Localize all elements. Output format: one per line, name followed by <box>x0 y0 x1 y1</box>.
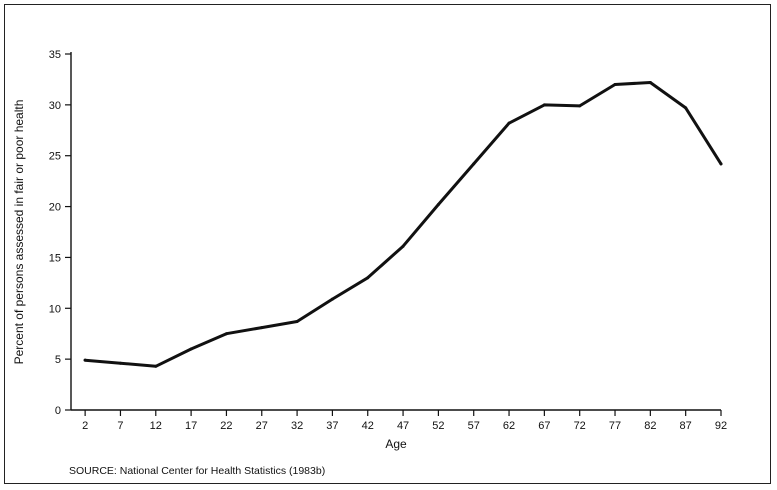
x-tick-label: 7 <box>117 420 123 432</box>
data-point <box>613 83 617 87</box>
data-point <box>507 121 511 125</box>
x-tick-label: 82 <box>644 420 656 432</box>
data-point <box>189 347 193 351</box>
x-tick-label: 67 <box>538 420 550 432</box>
source-note: SOURCE: National Center for Health Stati… <box>69 465 326 477</box>
tick-marks <box>65 53 722 416</box>
x-tick-label: 27 <box>256 420 268 432</box>
series-line <box>83 81 723 368</box>
chart-frame: 0 5 10 15 20 25 30 35 2 7 12 17 22 27 32 37 42 47 52 57 62 67… <box>4 4 771 484</box>
data-point <box>648 80 652 84</box>
y-tick-label: 15 <box>49 252 61 264</box>
y-tick-label: 30 <box>49 100 61 112</box>
x-axis-title: Age <box>385 437 407 451</box>
data-point <box>578 104 582 108</box>
y-tick-label: 25 <box>49 151 61 163</box>
x-tick-label: 62 <box>503 420 515 432</box>
x-tick-label: 87 <box>680 420 692 432</box>
x-tick-label: 22 <box>220 420 232 432</box>
data-point <box>719 162 723 166</box>
data-point <box>542 103 546 107</box>
x-tick-label: 12 <box>150 420 162 432</box>
data-points <box>83 80 723 368</box>
y-tick-label: 20 <box>49 202 61 214</box>
x-tick-label: 52 <box>432 420 444 432</box>
x-tick-label: 17 <box>185 420 197 432</box>
data-point <box>260 326 264 330</box>
x-tick-label: 32 <box>291 420 303 432</box>
data-point <box>366 276 370 280</box>
y-tick-label: 10 <box>49 303 61 315</box>
data-point <box>295 320 299 324</box>
x-tick-label: 2 <box>82 420 88 432</box>
x-tick-label: 37 <box>326 420 338 432</box>
x-tick-label: 72 <box>574 420 586 432</box>
x-tick-label: 42 <box>362 420 374 432</box>
x-tick-label: 57 <box>468 420 480 432</box>
data-point <box>472 162 476 166</box>
data-point <box>436 203 440 207</box>
y-tick-label: 0 <box>55 405 61 417</box>
data-point <box>684 106 688 110</box>
data-point <box>83 358 87 362</box>
x-tick-label: 47 <box>397 420 409 432</box>
x-tick-label: 77 <box>609 420 621 432</box>
data-point <box>330 297 334 301</box>
data-point <box>118 361 122 365</box>
data-point <box>401 244 405 248</box>
data-point <box>154 364 158 368</box>
axes <box>70 52 721 411</box>
x-tick-label: 92 <box>715 420 727 432</box>
y-tick-label: 5 <box>55 354 61 366</box>
data-point <box>224 332 228 336</box>
y-axis-title: Percent of persons assessed in fair or p… <box>12 100 26 365</box>
y-tick-label: 35 <box>49 49 61 61</box>
